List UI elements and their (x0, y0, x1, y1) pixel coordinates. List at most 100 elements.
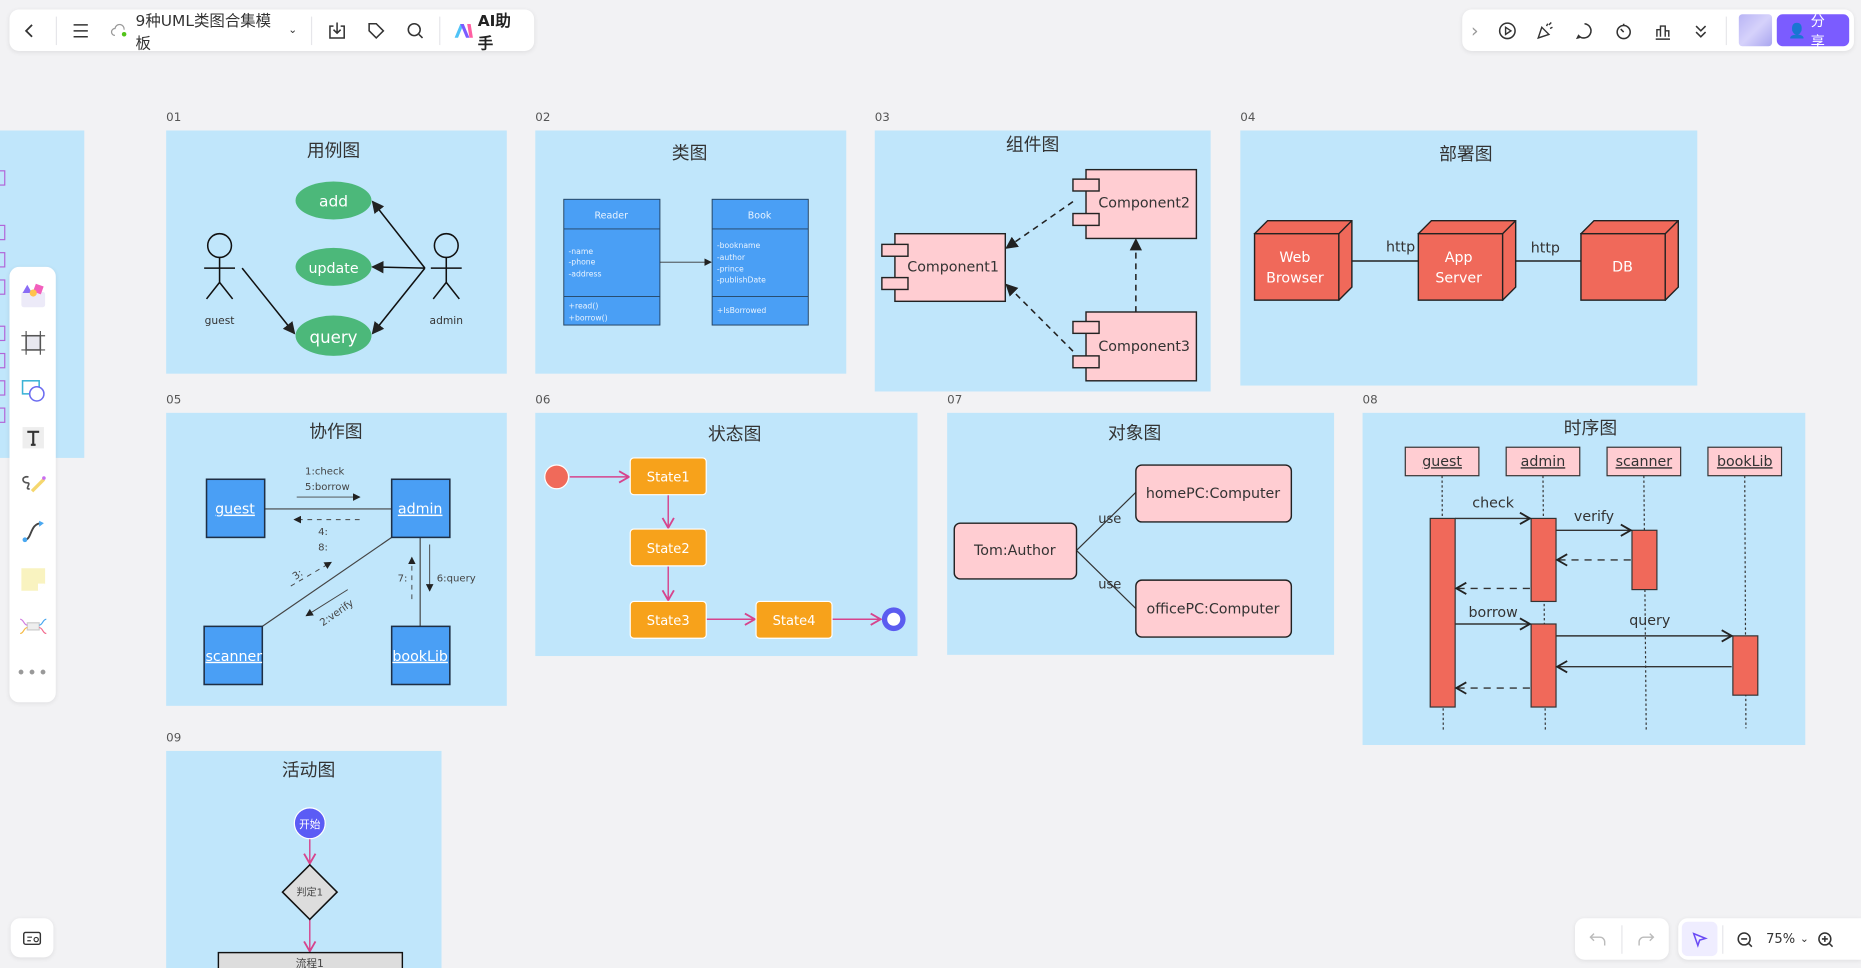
frame-collaboration[interactable]: 协作图 guest admin scanner bookLib 1:check … (166, 412, 507, 706)
frame-number: 03 (875, 110, 890, 124)
lifeline-label: guest (1422, 454, 1462, 470)
present-button[interactable] (1487, 10, 1526, 50)
share-label: 分享 (1810, 12, 1825, 50)
state-label: State1 (647, 471, 690, 486)
top-right-toolbar: › 👤 分享 (1462, 9, 1854, 52)
minimap-button[interactable] (10, 918, 54, 958)
frame-number: 05 (166, 392, 181, 406)
frame-class[interactable]: 类图 Reader -name -phone -address +read() … (535, 130, 847, 374)
frame-title: 活动图 (282, 760, 335, 781)
template-library-tool[interactable] (9, 273, 55, 318)
celebrate-button[interactable] (1526, 10, 1565, 50)
cloud-saved-icon (110, 23, 127, 36)
actor-label: admin (430, 314, 463, 327)
component-label: Component1 (907, 260, 999, 276)
frame-sequence[interactable]: 时序图 guest admin scanner bookLib check ve… (1362, 412, 1806, 745)
shapes-icon (21, 379, 45, 402)
share-button[interactable]: 👤 分享 (1776, 12, 1850, 49)
chevrons-down-icon (1695, 24, 1707, 38)
frame-state[interactable]: 状态图 State1 State2 State3 State4 (535, 412, 918, 657)
class-name: Reader (594, 210, 628, 221)
ai-assistant-label: AI助手 (477, 12, 511, 53)
collapse-button[interactable]: › (1462, 10, 1487, 50)
tag-button[interactable] (356, 10, 395, 50)
start-node (293, 807, 326, 840)
undo-icon (1589, 932, 1605, 945)
more-icon: ••• (16, 664, 50, 684)
message-label: 1:check (305, 467, 344, 478)
pen-tool[interactable] (9, 462, 55, 507)
top-left-toolbar: 9种UML类图合集模板 ⌄ AI助手 (9, 8, 535, 53)
history-controls (1575, 918, 1669, 960)
message-label: query (1629, 613, 1670, 629)
chevron-left-icon (25, 23, 34, 37)
zoom-out-button[interactable] (1728, 919, 1761, 959)
frame-component[interactable]: 组件图 Component1 Component2 Component3 (874, 130, 1211, 392)
redo-icon (1638, 932, 1655, 945)
frame-deployment[interactable]: 部署图 Web Browser App Server DB http http (1240, 130, 1698, 386)
actor-guest-figure (204, 232, 236, 300)
node-label-line: App (1445, 250, 1473, 266)
zoom-controls: 75% ⌄ (1678, 918, 1861, 960)
document-title-dropdown[interactable]: 9种UML类图合集模板 ⌄ (101, 8, 307, 53)
object-label: guest (215, 502, 255, 518)
pen-icon (21, 476, 46, 493)
back-button[interactable] (9, 10, 50, 50)
sticky-note-tool[interactable] (9, 557, 55, 602)
state-label: State3 (647, 614, 690, 629)
connector-tool[interactable] (9, 509, 55, 554)
avatar[interactable] (1738, 14, 1772, 47)
left-tool-palette: ••• (9, 266, 56, 703)
use-case: update (308, 261, 358, 277)
frame-activity[interactable]: 活动图 开始 判定1 流程1 (166, 750, 442, 968)
zoom-out-icon (1737, 931, 1753, 947)
actor-label: guest (205, 314, 235, 327)
lifeline-label: admin (1521, 454, 1566, 470)
link-label: use (1098, 577, 1121, 592)
redo-button[interactable] (1626, 919, 1666, 959)
zoom-in-button[interactable] (1809, 919, 1842, 959)
export-button[interactable] (317, 10, 356, 50)
node-label-line: Web (1279, 250, 1310, 266)
frame-title: 状态图 (708, 424, 761, 445)
bar-chart-icon (1655, 24, 1670, 40)
frame-number: 01 (166, 110, 181, 124)
search-button[interactable] (395, 10, 434, 50)
menu-button[interactable] (62, 10, 101, 50)
link-label: use (1098, 512, 1121, 527)
link-label: http (1531, 241, 1560, 257)
class-attr: -prince (717, 265, 744, 274)
undo-button[interactable] (1577, 919, 1617, 959)
sticky-note-icon (20, 568, 45, 591)
decision-node (281, 863, 339, 921)
timer-button[interactable] (1604, 10, 1643, 50)
timer-icon (1616, 23, 1631, 39)
message-label: 4: (318, 527, 328, 538)
node-label: Web Browser (1266, 250, 1324, 286)
select-tool-button[interactable] (1681, 921, 1718, 957)
zoom-in-icon (1818, 931, 1834, 947)
text-tool[interactable] (9, 415, 55, 460)
frame-number: 09 (166, 730, 181, 744)
message-label: 6:query (437, 573, 476, 584)
shape-tool[interactable] (9, 367, 55, 412)
comment-button[interactable] (1565, 10, 1604, 50)
tag-icon (368, 22, 385, 39)
more-tools-button[interactable]: ••• (9, 651, 55, 696)
object-label: homePC:Computer (1146, 486, 1280, 502)
vote-button[interactable] (1643, 10, 1682, 50)
more-button[interactable] (1682, 10, 1721, 50)
mind-map-tool[interactable] (9, 604, 55, 649)
cursor-icon (1692, 931, 1708, 948)
frame-use-case[interactable]: 用例图 guest admin add update query (166, 130, 507, 374)
lifeline-label: scanner (1616, 454, 1673, 470)
template-library-icon (20, 283, 45, 308)
frame-tool[interactable] (9, 320, 55, 365)
zoom-level[interactable]: 75% (1766, 931, 1796, 947)
zoom-dropdown-chevron-icon[interactable]: ⌄ (1799, 933, 1809, 945)
frame-object[interactable]: 对象图 Tom:Author homePC:Computer officePC:… (947, 412, 1335, 655)
frame-number: 06 (535, 392, 550, 406)
ai-assistant-button[interactable]: AI助手 (445, 8, 534, 53)
frame-title: 部署图 (1439, 144, 1492, 165)
